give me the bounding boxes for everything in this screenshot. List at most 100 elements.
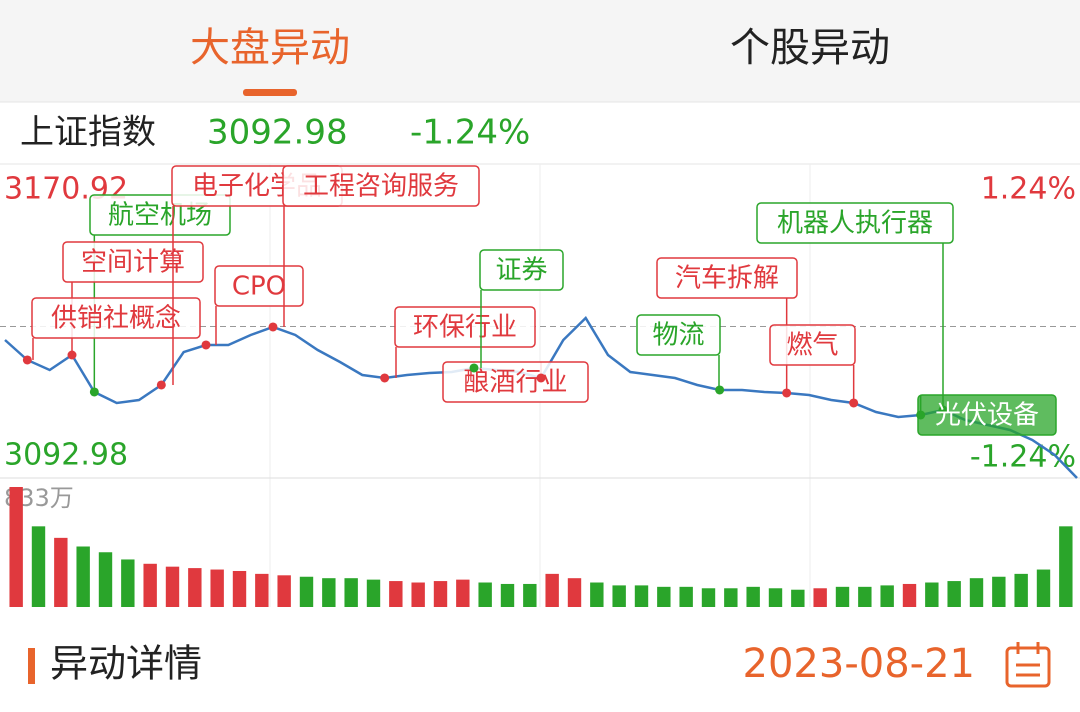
volume-bar	[143, 563, 157, 607]
volume-bar	[657, 586, 671, 607]
tab[interactable]: 个股异动	[730, 25, 890, 71]
section-marker	[28, 648, 35, 684]
y2-tick-label: -1.24%	[970, 440, 1076, 475]
volume-bar	[54, 537, 68, 607]
volume-bar	[31, 526, 46, 607]
volume-bar	[835, 586, 850, 607]
index-name: 上证指数	[20, 113, 156, 153]
annotation-label: 酿酒行业	[463, 368, 567, 398]
volume-bar	[456, 579, 470, 607]
annotation-dot	[380, 373, 390, 383]
annotation-box	[479, 249, 564, 291]
annotation-label: 证券	[495, 256, 547, 286]
volume-bar	[366, 579, 381, 607]
annotation-label: 汽车拆解	[675, 264, 779, 294]
annotation-dot	[67, 350, 77, 360]
annotation-box	[756, 202, 954, 244]
annotation-dot	[156, 380, 166, 390]
volume-bar	[433, 581, 448, 607]
annotation-dot	[201, 340, 211, 350]
annotation-box	[769, 324, 856, 366]
volume-bar	[902, 583, 917, 607]
annotation-dot	[782, 388, 792, 398]
calendar-icon[interactable]	[1005, 642, 1051, 688]
volume-bar	[567, 578, 582, 607]
volume-bar	[523, 583, 537, 607]
index-price: 3092.98	[207, 113, 348, 153]
annotation-label: 空间计算	[81, 248, 185, 278]
tab-bar	[0, 0, 1080, 102]
volume-bar	[232, 570, 247, 607]
volume-bar	[858, 586, 872, 607]
volume-bar	[411, 582, 425, 607]
y2-tick-label: 1.24%	[981, 172, 1076, 207]
annotation-box	[442, 361, 589, 403]
volume-bar	[165, 566, 180, 607]
annotation-label: 供销社概念	[51, 304, 181, 334]
annotation-box	[636, 314, 721, 356]
volume-bar	[76, 546, 90, 607]
volume-bar	[724, 588, 738, 607]
volume-bar	[9, 487, 23, 607]
annotation-label: 燃气	[786, 331, 838, 361]
volume-bar	[1059, 526, 1073, 607]
annotation-box	[282, 165, 480, 207]
volume-bar	[947, 581, 961, 607]
volume-bar	[389, 581, 403, 607]
volume-bar	[612, 585, 626, 607]
tab-underline	[243, 89, 297, 96]
volume-bar	[299, 576, 314, 607]
volume-bar	[925, 582, 939, 607]
volume-bar	[768, 588, 783, 607]
annotation-dot	[22, 355, 32, 365]
annotation-label: 光伏设备	[935, 401, 1039, 431]
annotation-dot	[268, 322, 278, 332]
y-tick-label: 3092.98	[4, 438, 128, 473]
annotation-box	[394, 306, 536, 348]
volume-bar	[344, 578, 358, 607]
annotation-dot	[849, 398, 859, 408]
annotation-label: 物流	[652, 321, 704, 351]
annotation-dot	[916, 410, 926, 420]
volume-bar	[545, 573, 559, 607]
index-change: -1.24%	[410, 113, 530, 153]
annotation-label: CPO	[232, 272, 286, 302]
volume-bar	[98, 552, 113, 607]
annotation-label: 机器人执行器	[777, 209, 933, 239]
volume-bar	[992, 576, 1006, 607]
section-title: 异动详情	[50, 642, 202, 686]
volume-bar	[969, 578, 984, 607]
annotation-dot	[715, 385, 725, 395]
volume-bar	[679, 586, 693, 607]
volume-bar	[255, 573, 269, 607]
volume-bar	[791, 589, 805, 607]
annotation-label: 工程咨询服务	[303, 172, 459, 202]
volume-bar	[813, 588, 827, 607]
volume-bar	[277, 575, 291, 607]
volume-bar	[121, 559, 135, 607]
annotation-label: 环保行业	[413, 313, 517, 343]
annotation-box	[62, 241, 204, 283]
date[interactable]: 2023-08-21	[743, 641, 975, 687]
annotation-dot	[469, 363, 479, 373]
volume-bar	[746, 586, 760, 607]
tab-active[interactable]: 大盘异动	[190, 25, 350, 71]
volume-bar	[701, 588, 716, 607]
volume-bar	[188, 568, 202, 607]
volume-bar	[590, 582, 604, 607]
volume-bar	[1036, 569, 1051, 607]
annotation-dot	[89, 387, 99, 397]
annotation-dot	[536, 373, 546, 383]
volume-bar	[500, 583, 515, 607]
annotation-box	[31, 297, 201, 339]
volume-bar	[322, 578, 336, 607]
volume-bar	[478, 582, 492, 607]
annotation-box	[214, 265, 304, 307]
volume-bar	[1014, 573, 1028, 607]
volume-bar	[880, 585, 894, 607]
chart-layer: 3170.923092.981.24%-1.24%航空机场空间计算供销社概念电子…	[0, 165, 1080, 607]
volume-bar	[634, 585, 649, 607]
annotation-box	[656, 257, 798, 299]
